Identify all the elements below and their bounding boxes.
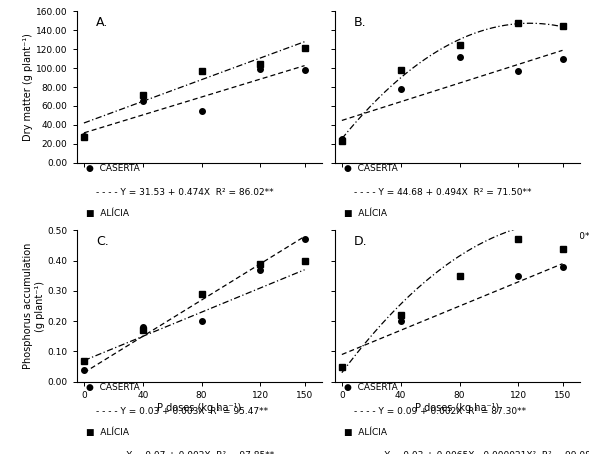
Text: ●  CASERTA: ● CASERTA — [345, 383, 398, 392]
Text: A.: A. — [96, 16, 108, 29]
Text: - - - - Y = 0.03 + 0.003X  R² = 95.47**: - - - - Y = 0.03 + 0.003X R² = 95.47** — [96, 408, 269, 416]
Text: - - - - Y = 31.53 + 0.474X  R² = 86.02**: - - - - Y = 31.53 + 0.474X R² = 86.02** — [96, 188, 274, 197]
Text: B.: B. — [354, 16, 367, 29]
Text: - - - - Y = 44.68 + 0.494X  R² = 71.50**: - - - - Y = 44.68 + 0.494X R² = 71.50** — [354, 188, 532, 197]
X-axis label: P doses (kg ha⁻¹): P doses (kg ha⁻¹) — [157, 403, 241, 413]
Text: ●  CASERTA: ● CASERTA — [87, 383, 140, 392]
Text: D.: D. — [354, 235, 368, 248]
Text: C.: C. — [96, 235, 109, 248]
Text: - - - - - Y = 0.03 + 0.0065X - 0.000021X²  R² = 99.08**: - - - - - Y = 0.03 + 0.0065X - 0.000021X… — [354, 451, 589, 454]
Text: - - - - - Y = 25.35 + 1.91X - 0.007471X²  R² = 99.10**: - - - - - Y = 25.35 + 1.91X - 0.007471X²… — [354, 232, 589, 241]
Text: - - - - Y = 0.09 + 0.002X  R² = 87.30**: - - - - Y = 0.09 + 0.002X R² = 87.30** — [354, 408, 527, 416]
Text: ■  ALÍCIA: ■ ALÍCIA — [87, 427, 130, 437]
Text: ■  ALÍCIA: ■ ALÍCIA — [87, 208, 130, 217]
Text: ■  ALÍCIA: ■ ALÍCIA — [345, 427, 388, 437]
Y-axis label: Phosphorus accumulation
(g plant⁻¹): Phosphorus accumulation (g plant⁻¹) — [23, 243, 45, 369]
Text: ●  CASERTA: ● CASERTA — [345, 164, 398, 173]
Text: ●  CASERTA: ● CASERTA — [87, 164, 140, 173]
Text: - - - - - Y = 0.07 + 0.002X  R² = 97.85**: - - - - - Y = 0.07 + 0.002X R² = 97.85** — [96, 451, 274, 454]
Text: ■  ALÍCIA: ■ ALÍCIA — [345, 208, 388, 217]
Y-axis label: Dry matter (g plant⁻¹): Dry matter (g plant⁻¹) — [23, 33, 33, 141]
X-axis label: P doses (kg ha⁻¹): P doses (kg ha⁻¹) — [415, 403, 499, 413]
Text: - - - - - Y = 41.96 + 0.573X  R² = 92.83**: - - - - - Y = 41.96 + 0.573X R² = 92.83*… — [96, 232, 280, 241]
